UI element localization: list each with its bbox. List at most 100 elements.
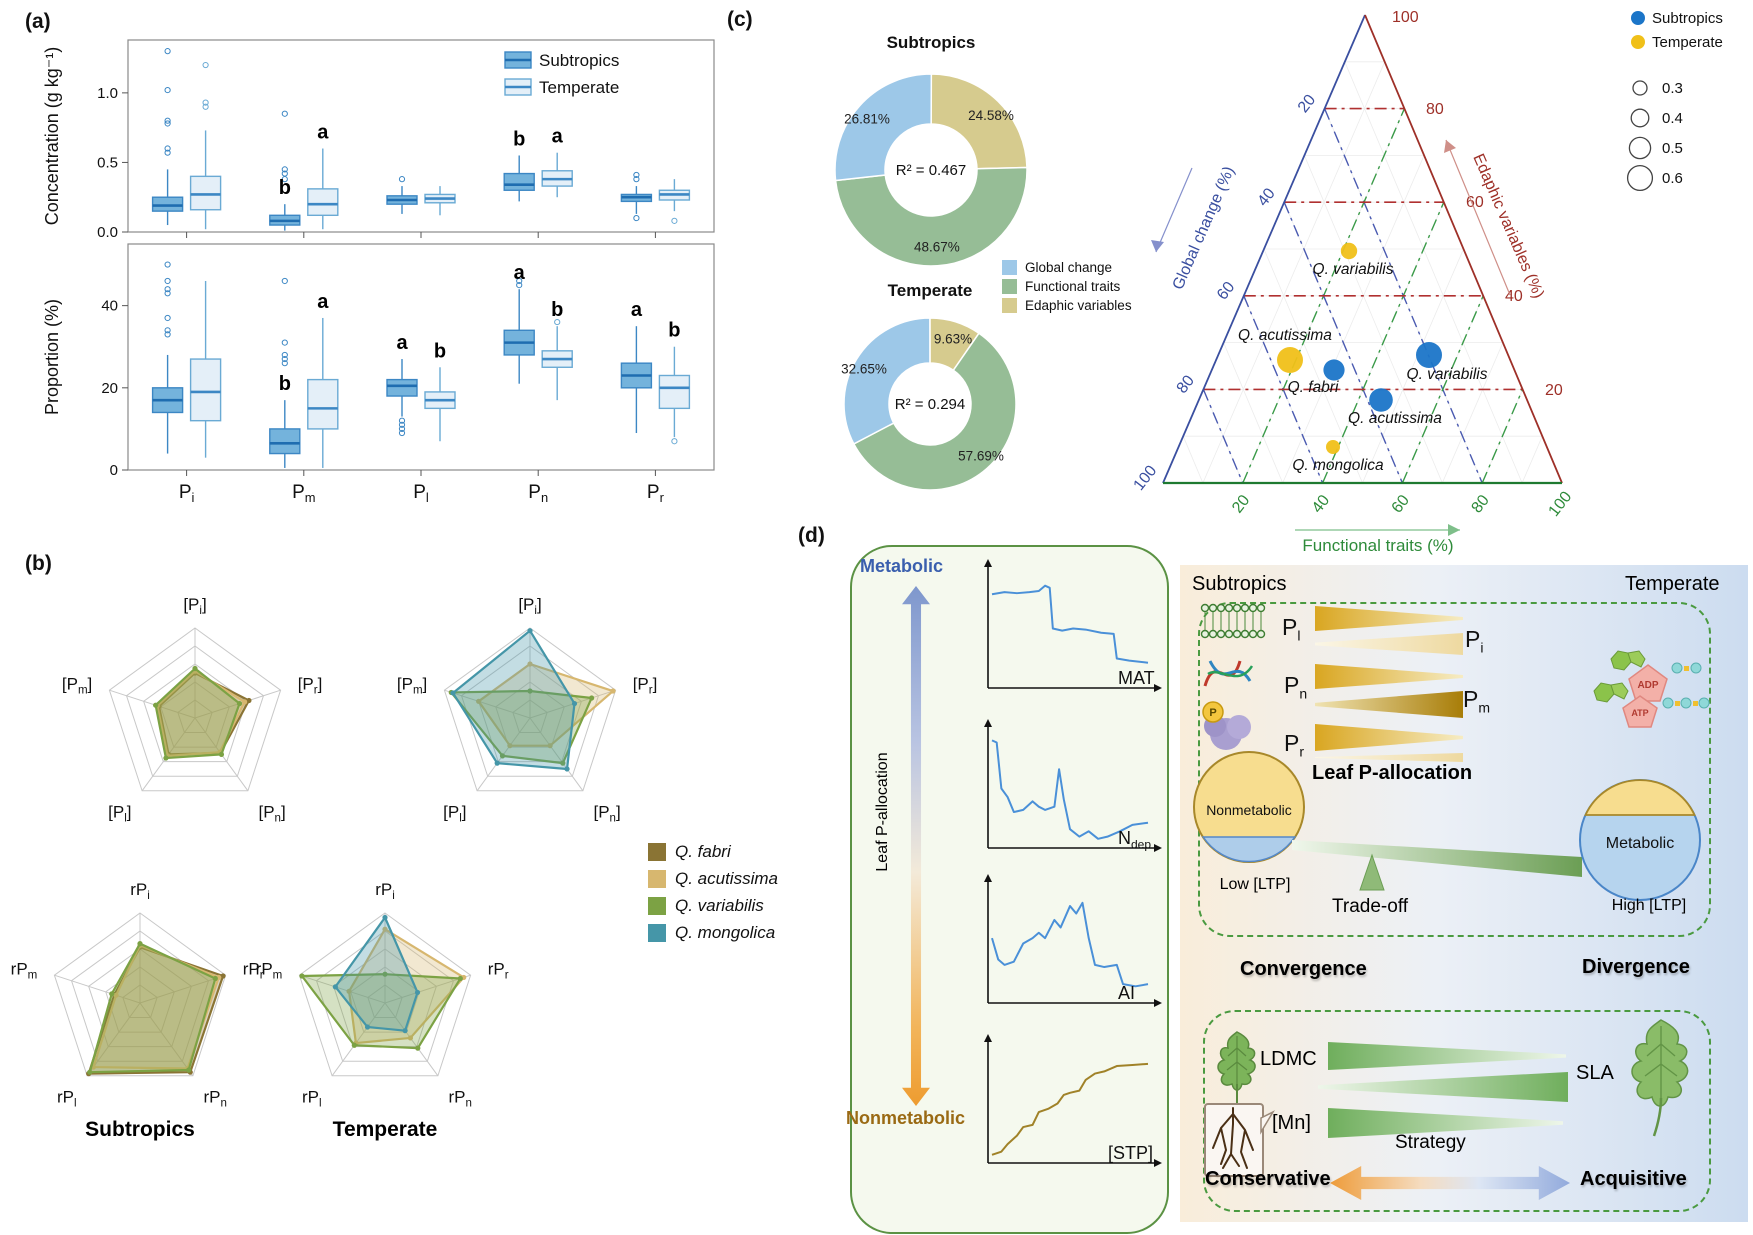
svg-text:Temperate: Temperate bbox=[1652, 34, 1723, 51]
svg-text:0.4: 0.4 bbox=[1662, 110, 1683, 127]
svg-text:0.3: 0.3 bbox=[1662, 80, 1683, 97]
donut-temperate: Temperate 9.63% 57.69% 32.65% R² = 0.294 bbox=[841, 281, 1017, 491]
svg-text:Subtropics: Subtropics bbox=[887, 33, 976, 52]
svg-text:Nonmetabolic: Nonmetabolic bbox=[1206, 802, 1292, 818]
donut-legend-swatch bbox=[1002, 279, 1017, 294]
svg-text:[Pl]: [Pl] bbox=[443, 802, 466, 824]
svg-text:a: a bbox=[631, 299, 643, 321]
svg-text:0: 0 bbox=[110, 462, 118, 479]
svg-text:[Pl]: [Pl] bbox=[108, 802, 131, 824]
svg-text:[Pn]: [Pn] bbox=[593, 802, 620, 824]
radar-proportion-subtropics: rPi rPr rPn rPl rPm bbox=[11, 880, 264, 1109]
leaf-p-allocation-axis-label: Leaf P-allocation bbox=[874, 752, 891, 872]
p-allocation-dashed-box bbox=[1198, 602, 1711, 937]
svg-text:48.67%: 48.67% bbox=[914, 240, 960, 255]
svg-text:[Pm]: [Pm] bbox=[62, 675, 92, 697]
svg-text:a: a bbox=[317, 122, 329, 144]
donut-legend-swatch bbox=[1002, 260, 1017, 275]
svg-text:40: 40 bbox=[101, 298, 118, 315]
donut-subtropics: Subtropics 24.58% 48.67% 26.81% R² = 0.467 bbox=[834, 33, 1028, 267]
ternary-legend: Subtropics Temperate 0.3 0.4 0.5 0.6 bbox=[1626, 6, 1746, 196]
svg-text:Concentration (g kg⁻¹): Concentration (g kg⁻¹) bbox=[42, 47, 62, 226]
svg-text:20: 20 bbox=[101, 380, 118, 397]
svg-text:40: 40 bbox=[1254, 185, 1278, 210]
atp-adp-icon: ADP ATP bbox=[1593, 650, 1710, 728]
svg-text:[Pi]: [Pi] bbox=[183, 595, 206, 617]
svg-text:Pr: Pr bbox=[647, 482, 665, 505]
svg-text:57.69%: 57.69% bbox=[958, 449, 1004, 464]
donut-legend-item: Global change bbox=[1002, 260, 1132, 275]
panel-a-label: (a) bbox=[25, 10, 51, 33]
root-icon bbox=[1204, 1103, 1275, 1177]
atp-text: ATP bbox=[1631, 708, 1648, 718]
svg-text:rPi: rPi bbox=[375, 880, 395, 902]
adp-text: ADP bbox=[1637, 680, 1658, 691]
svg-text:rPn: rPn bbox=[203, 1087, 226, 1109]
svg-text:[Pm]: [Pm] bbox=[397, 675, 427, 697]
divergence-label: Divergence bbox=[1582, 956, 1690, 978]
acquisitive-label: Acquisitive bbox=[1580, 1168, 1687, 1190]
svg-text:rPl: rPl bbox=[302, 1087, 322, 1109]
svg-text:40: 40 bbox=[1309, 492, 1333, 517]
ai-line-chart bbox=[984, 874, 1162, 1007]
svg-text:b: b bbox=[551, 299, 563, 321]
phosphate-chain-icon bbox=[1662, 697, 1710, 709]
svg-text:R² = 0.467: R² = 0.467 bbox=[896, 162, 966, 179]
svg-text:0.5: 0.5 bbox=[97, 154, 118, 171]
svg-text:Q. acutissima: Q. acutissima bbox=[1348, 410, 1442, 427]
svg-text:100: 100 bbox=[1131, 462, 1161, 494]
species-swatch bbox=[648, 897, 666, 915]
metabolic-circle: Metabolic bbox=[1579, 779, 1701, 901]
svg-text:Q. acutissima: Q. acutissima bbox=[1238, 327, 1332, 344]
radar-title-subtropics: Subtropics bbox=[85, 1118, 195, 1141]
svg-text:Q. mongolica: Q. mongolica bbox=[1292, 457, 1384, 474]
svg-text:Metabolic: Metabolic bbox=[1606, 835, 1674, 852]
high-ltp-label: High [LTP] bbox=[1611, 897, 1687, 914]
small-leaf-icon bbox=[1217, 1031, 1256, 1106]
boxplot-panel: 0.0 0.5 1.0 Concentration (g kg⁻¹) b a b a Subtr… bbox=[42, 39, 715, 505]
phosphate-chain-icon bbox=[1671, 662, 1702, 674]
svg-text:Subtropics: Subtropics bbox=[1652, 10, 1723, 27]
phosphatase-enzyme-icon: P bbox=[1202, 701, 1251, 750]
svg-text:b: b bbox=[434, 340, 446, 362]
svg-text:Pm: Pm bbox=[292, 482, 315, 505]
svg-text:80: 80 bbox=[1174, 372, 1198, 397]
stp-axis-label: [STP] bbox=[1108, 1143, 1154, 1163]
svg-text:80: 80 bbox=[1426, 101, 1444, 118]
mn-label: [Mn] bbox=[1272, 1112, 1311, 1134]
leaf-p-allocation-box bbox=[850, 545, 1169, 1234]
svg-text:Functional traits (%): Functional traits (%) bbox=[1302, 536, 1453, 555]
svg-text:b: b bbox=[513, 128, 525, 150]
tradeoff-seesaw bbox=[1292, 840, 1582, 891]
svg-text:0.5: 0.5 bbox=[1662, 140, 1683, 157]
panel-d-label: (d) bbox=[798, 524, 825, 547]
svg-text:26.81%: 26.81% bbox=[844, 112, 890, 127]
pl-label: Pl bbox=[1282, 614, 1301, 644]
svg-text:[Pn]: [Pn] bbox=[258, 802, 285, 824]
species-legend-item: Q. variabilis bbox=[648, 896, 778, 916]
pm-label: Pm bbox=[1463, 686, 1491, 716]
ldmc-label: LDMC bbox=[1260, 1048, 1317, 1070]
svg-text:1.0: 1.0 bbox=[97, 85, 118, 102]
svg-text:[Pr]: [Pr] bbox=[633, 675, 658, 697]
svg-text:Subtropics: Subtropics bbox=[539, 51, 619, 70]
svg-text:Proportion (%): Proportion (%) bbox=[42, 299, 62, 415]
species-legend-item: Q. mongolica bbox=[648, 923, 778, 943]
svg-text:b: b bbox=[279, 177, 291, 199]
pr-label: Pr bbox=[1284, 730, 1305, 760]
svg-text:24.58%: 24.58% bbox=[968, 108, 1014, 123]
donut-legend: Global change Functional traits Edaphic va… bbox=[1002, 260, 1132, 317]
svg-text:20: 20 bbox=[1229, 492, 1253, 517]
svg-text:Q. fabri: Q. fabri bbox=[1288, 379, 1339, 396]
temperate-heading: Temperate bbox=[1625, 573, 1720, 595]
svg-text:[Pi]: [Pi] bbox=[518, 595, 541, 617]
large-leaf-icon bbox=[1631, 1019, 1689, 1137]
panel-b-label: (b) bbox=[25, 552, 52, 575]
membrane-icon bbox=[1200, 603, 1266, 639]
metabolic-label: Metabolic bbox=[860, 556, 944, 576]
svg-text:P: P bbox=[1209, 707, 1216, 719]
mat-axis-label: MAT bbox=[1118, 668, 1155, 688]
svg-text:Pn: Pn bbox=[528, 482, 548, 505]
svg-text:32.65%: 32.65% bbox=[841, 361, 887, 376]
svg-text:100: 100 bbox=[1546, 488, 1576, 520]
